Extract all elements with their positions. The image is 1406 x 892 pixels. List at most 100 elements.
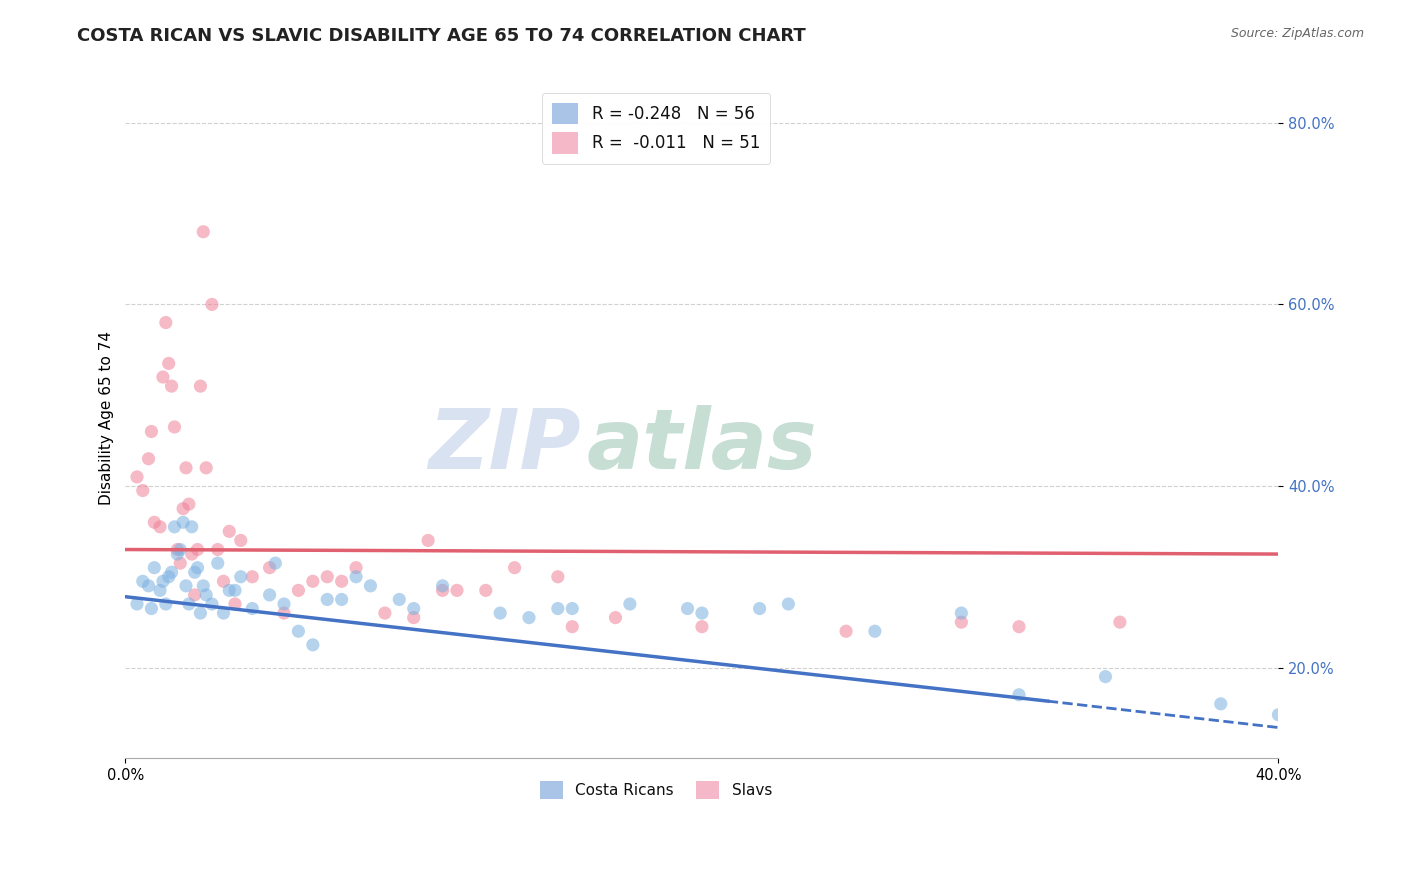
- Point: [547, 601, 569, 615]
- Point: [186, 560, 208, 574]
- Point: [125, 597, 148, 611]
- Point: [155, 597, 177, 611]
- Point: [190, 606, 212, 620]
- Point: [432, 583, 454, 598]
- Point: [166, 542, 188, 557]
- Point: [143, 516, 166, 530]
- Point: [174, 460, 197, 475]
- Point: [201, 297, 224, 311]
- Point: [157, 570, 180, 584]
- Point: [172, 501, 194, 516]
- Point: [183, 588, 205, 602]
- Point: [180, 520, 202, 534]
- Point: [132, 483, 155, 498]
- Point: [446, 583, 468, 598]
- Point: [195, 588, 218, 602]
- Point: [169, 556, 191, 570]
- Point: [160, 566, 183, 580]
- Point: [330, 592, 353, 607]
- Point: [388, 592, 411, 607]
- Point: [489, 606, 512, 620]
- Point: [316, 592, 339, 607]
- Point: [190, 379, 212, 393]
- Point: [163, 420, 186, 434]
- Text: COSTA RICAN VS SLAVIC DISABILITY AGE 65 TO 74 CORRELATION CHART: COSTA RICAN VS SLAVIC DISABILITY AGE 65 …: [77, 27, 806, 45]
- Text: ZIP: ZIP: [429, 405, 581, 485]
- Point: [193, 225, 215, 239]
- Point: [402, 601, 425, 615]
- Point: [195, 460, 218, 475]
- Point: [1008, 620, 1031, 634]
- Point: [1008, 688, 1031, 702]
- Point: [835, 624, 858, 639]
- Point: [177, 497, 200, 511]
- Point: [301, 638, 323, 652]
- Point: [224, 583, 246, 598]
- Point: [503, 560, 526, 574]
- Point: [301, 574, 323, 589]
- Point: [201, 597, 224, 611]
- Point: [212, 606, 235, 620]
- Point: [863, 624, 886, 639]
- Point: [155, 316, 177, 330]
- Legend: Costa Ricans, Slavs: Costa Ricans, Slavs: [534, 775, 778, 805]
- Point: [229, 570, 252, 584]
- Point: [152, 370, 174, 384]
- Point: [1094, 670, 1116, 684]
- Point: [344, 560, 367, 574]
- Point: [224, 597, 246, 611]
- Point: [676, 601, 699, 615]
- Point: [218, 524, 240, 539]
- Point: [125, 470, 148, 484]
- Point: [950, 615, 973, 629]
- Point: [163, 520, 186, 534]
- Point: [273, 597, 295, 611]
- Point: [605, 610, 627, 624]
- Point: [344, 570, 367, 584]
- Point: [416, 533, 439, 548]
- Point: [149, 520, 172, 534]
- Point: [180, 547, 202, 561]
- Point: [132, 574, 155, 589]
- Point: [474, 583, 496, 598]
- Point: [287, 583, 309, 598]
- Point: [141, 425, 163, 439]
- Point: [240, 570, 263, 584]
- Point: [517, 610, 540, 624]
- Point: [778, 597, 800, 611]
- Point: [1267, 707, 1289, 722]
- Point: [240, 601, 263, 615]
- Point: [193, 579, 215, 593]
- Point: [169, 542, 191, 557]
- Y-axis label: Disability Age 65 to 74: Disability Age 65 to 74: [100, 331, 114, 505]
- Point: [183, 566, 205, 580]
- Point: [402, 610, 425, 624]
- Point: [561, 601, 583, 615]
- Point: [138, 579, 160, 593]
- Point: [259, 560, 281, 574]
- Point: [1209, 697, 1232, 711]
- Point: [152, 574, 174, 589]
- Point: [690, 606, 713, 620]
- Point: [172, 516, 194, 530]
- Point: [218, 583, 240, 598]
- Point: [690, 620, 713, 634]
- Point: [177, 597, 200, 611]
- Point: [374, 606, 396, 620]
- Point: [160, 379, 183, 393]
- Point: [143, 560, 166, 574]
- Point: [748, 601, 770, 615]
- Point: [432, 579, 454, 593]
- Point: [316, 570, 339, 584]
- Point: [619, 597, 641, 611]
- Point: [1109, 615, 1132, 629]
- Point: [287, 624, 309, 639]
- Point: [174, 579, 197, 593]
- Point: [950, 606, 973, 620]
- Point: [166, 547, 188, 561]
- Point: [157, 356, 180, 370]
- Point: [547, 570, 569, 584]
- Point: [207, 542, 229, 557]
- Point: [149, 583, 172, 598]
- Point: [207, 556, 229, 570]
